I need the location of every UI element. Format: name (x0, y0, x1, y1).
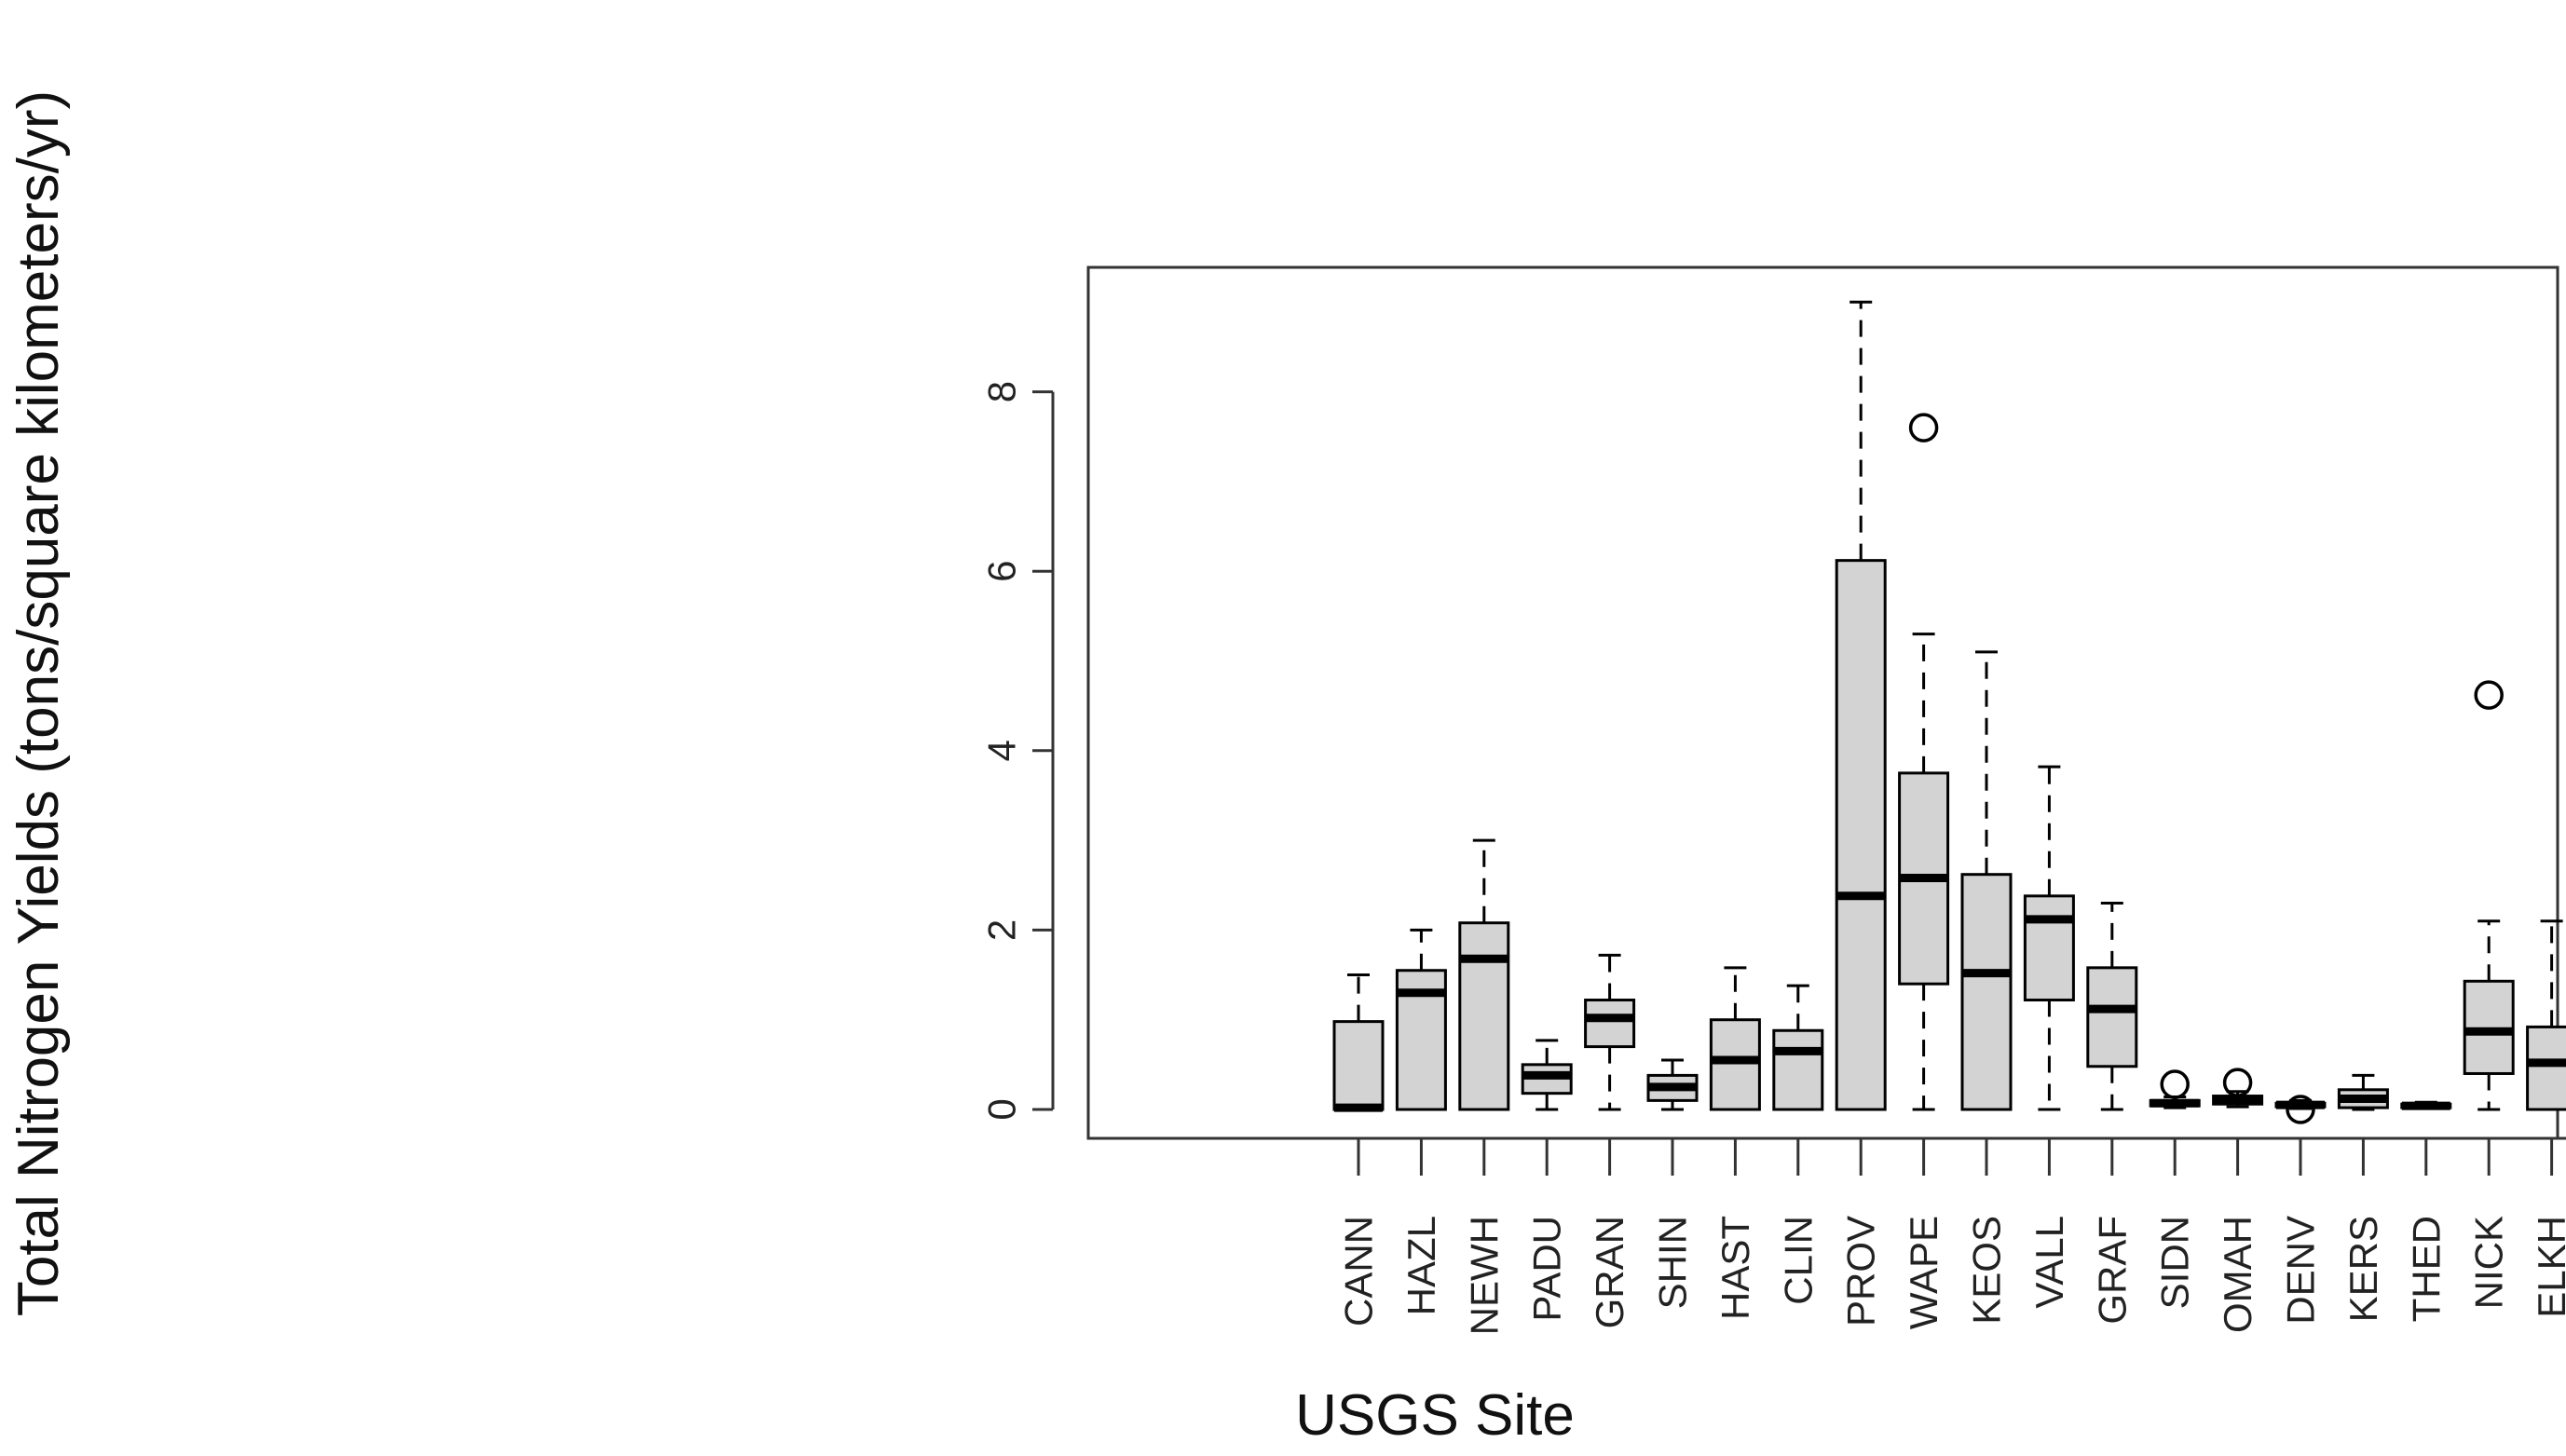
x-tick-label: DENV (2279, 1216, 2323, 1325)
iqr-box (1584, 999, 1636, 1049)
x-tick-label: OMAH (2216, 1216, 2259, 1333)
x-tick-label: SHIN (1651, 1216, 1695, 1309)
x-tick-label: KERS (2341, 1216, 2385, 1322)
box-wape (1898, 413, 1950, 1111)
box-shin (1646, 1058, 1699, 1111)
x-tick-label: HAZL (1399, 1216, 1443, 1315)
x-tick-label: THED (2404, 1216, 2448, 1322)
box-series (1332, 300, 2566, 1124)
x-tick-label: WAPE (1902, 1216, 1945, 1329)
y-tick-label: 8 (980, 381, 1024, 402)
box-clin (1772, 984, 1824, 1111)
y-axis-title: Total Nitrogen Yields (tons/square kilom… (7, 90, 71, 1316)
x-tick-label: ELKH (2530, 1216, 2566, 1318)
box-cann (1332, 973, 1385, 1112)
y-axis: 0 2 4 6 8 (980, 381, 1055, 1121)
x-tick-label: VALL (2027, 1216, 2071, 1309)
x-axis-title: USGS Site (1295, 1383, 1575, 1448)
iqr-box (1458, 921, 1510, 1111)
outlier-point (2286, 1095, 2315, 1124)
x-axis: CANN HAZL NEWH PADU GRAN SHIN HAST CLIN PROV WAPE… (1337, 1136, 2566, 1335)
plot-frame (1086, 265, 2559, 1140)
box-hast (1709, 966, 1761, 1111)
iqr-box (1772, 1028, 1824, 1111)
iqr-box (1709, 1018, 1761, 1111)
box-kers (2337, 1073, 2389, 1111)
box-hazl (1395, 928, 1447, 1111)
box-gran (1584, 953, 1636, 1111)
box-nick (2463, 680, 2515, 1111)
x-tick-label: NICK (2467, 1216, 2511, 1309)
box-padu (1521, 1039, 1573, 1111)
iqr-box (2086, 966, 2138, 1068)
box-prov (1835, 300, 1887, 1111)
x-tick-label: KEOS (1965, 1216, 2009, 1325)
outlier-point (2222, 1068, 2253, 1097)
box-keos (1960, 650, 2013, 1111)
x-tick-label: PROV (1839, 1216, 1883, 1327)
iqr-box (1835, 559, 1887, 1111)
y-tick-label: 2 (980, 919, 1024, 941)
box-elkh (2526, 919, 2566, 1111)
x-tick-label: HAST (1713, 1216, 1757, 1320)
outlier-point (2160, 1069, 2190, 1099)
box-sidn (2149, 1069, 2201, 1109)
iqr-box (1960, 873, 2013, 1111)
x-tick-label: CANN (1337, 1216, 1381, 1327)
outlier-point (1908, 413, 1939, 442)
box-graf (2086, 902, 2138, 1111)
x-tick-label: GRAN (1588, 1216, 1631, 1328)
outlier-point (2474, 680, 2504, 710)
x-tick-label: CLIN (1776, 1216, 1820, 1305)
y-tick-label: 0 (980, 1098, 1024, 1120)
x-tick-label: NEWH (1462, 1216, 1506, 1335)
iqr-box (1332, 1020, 1385, 1111)
x-tick-label: SIDN (2153, 1216, 2197, 1309)
iqr-box (2526, 1025, 2566, 1111)
iqr-box (2023, 894, 2075, 1002)
x-tick-label: PADU (1525, 1216, 1569, 1322)
y-tick-label: 6 (980, 561, 1024, 582)
box-denv (2274, 1095, 2327, 1124)
box-omah (2212, 1068, 2264, 1109)
box-thed (2400, 1100, 2452, 1110)
y-tick-label: 4 (980, 740, 1024, 761)
box-newh (1458, 838, 1510, 1111)
x-tick-label: GRAF (2090, 1216, 2134, 1325)
box-vall (2023, 765, 2075, 1111)
